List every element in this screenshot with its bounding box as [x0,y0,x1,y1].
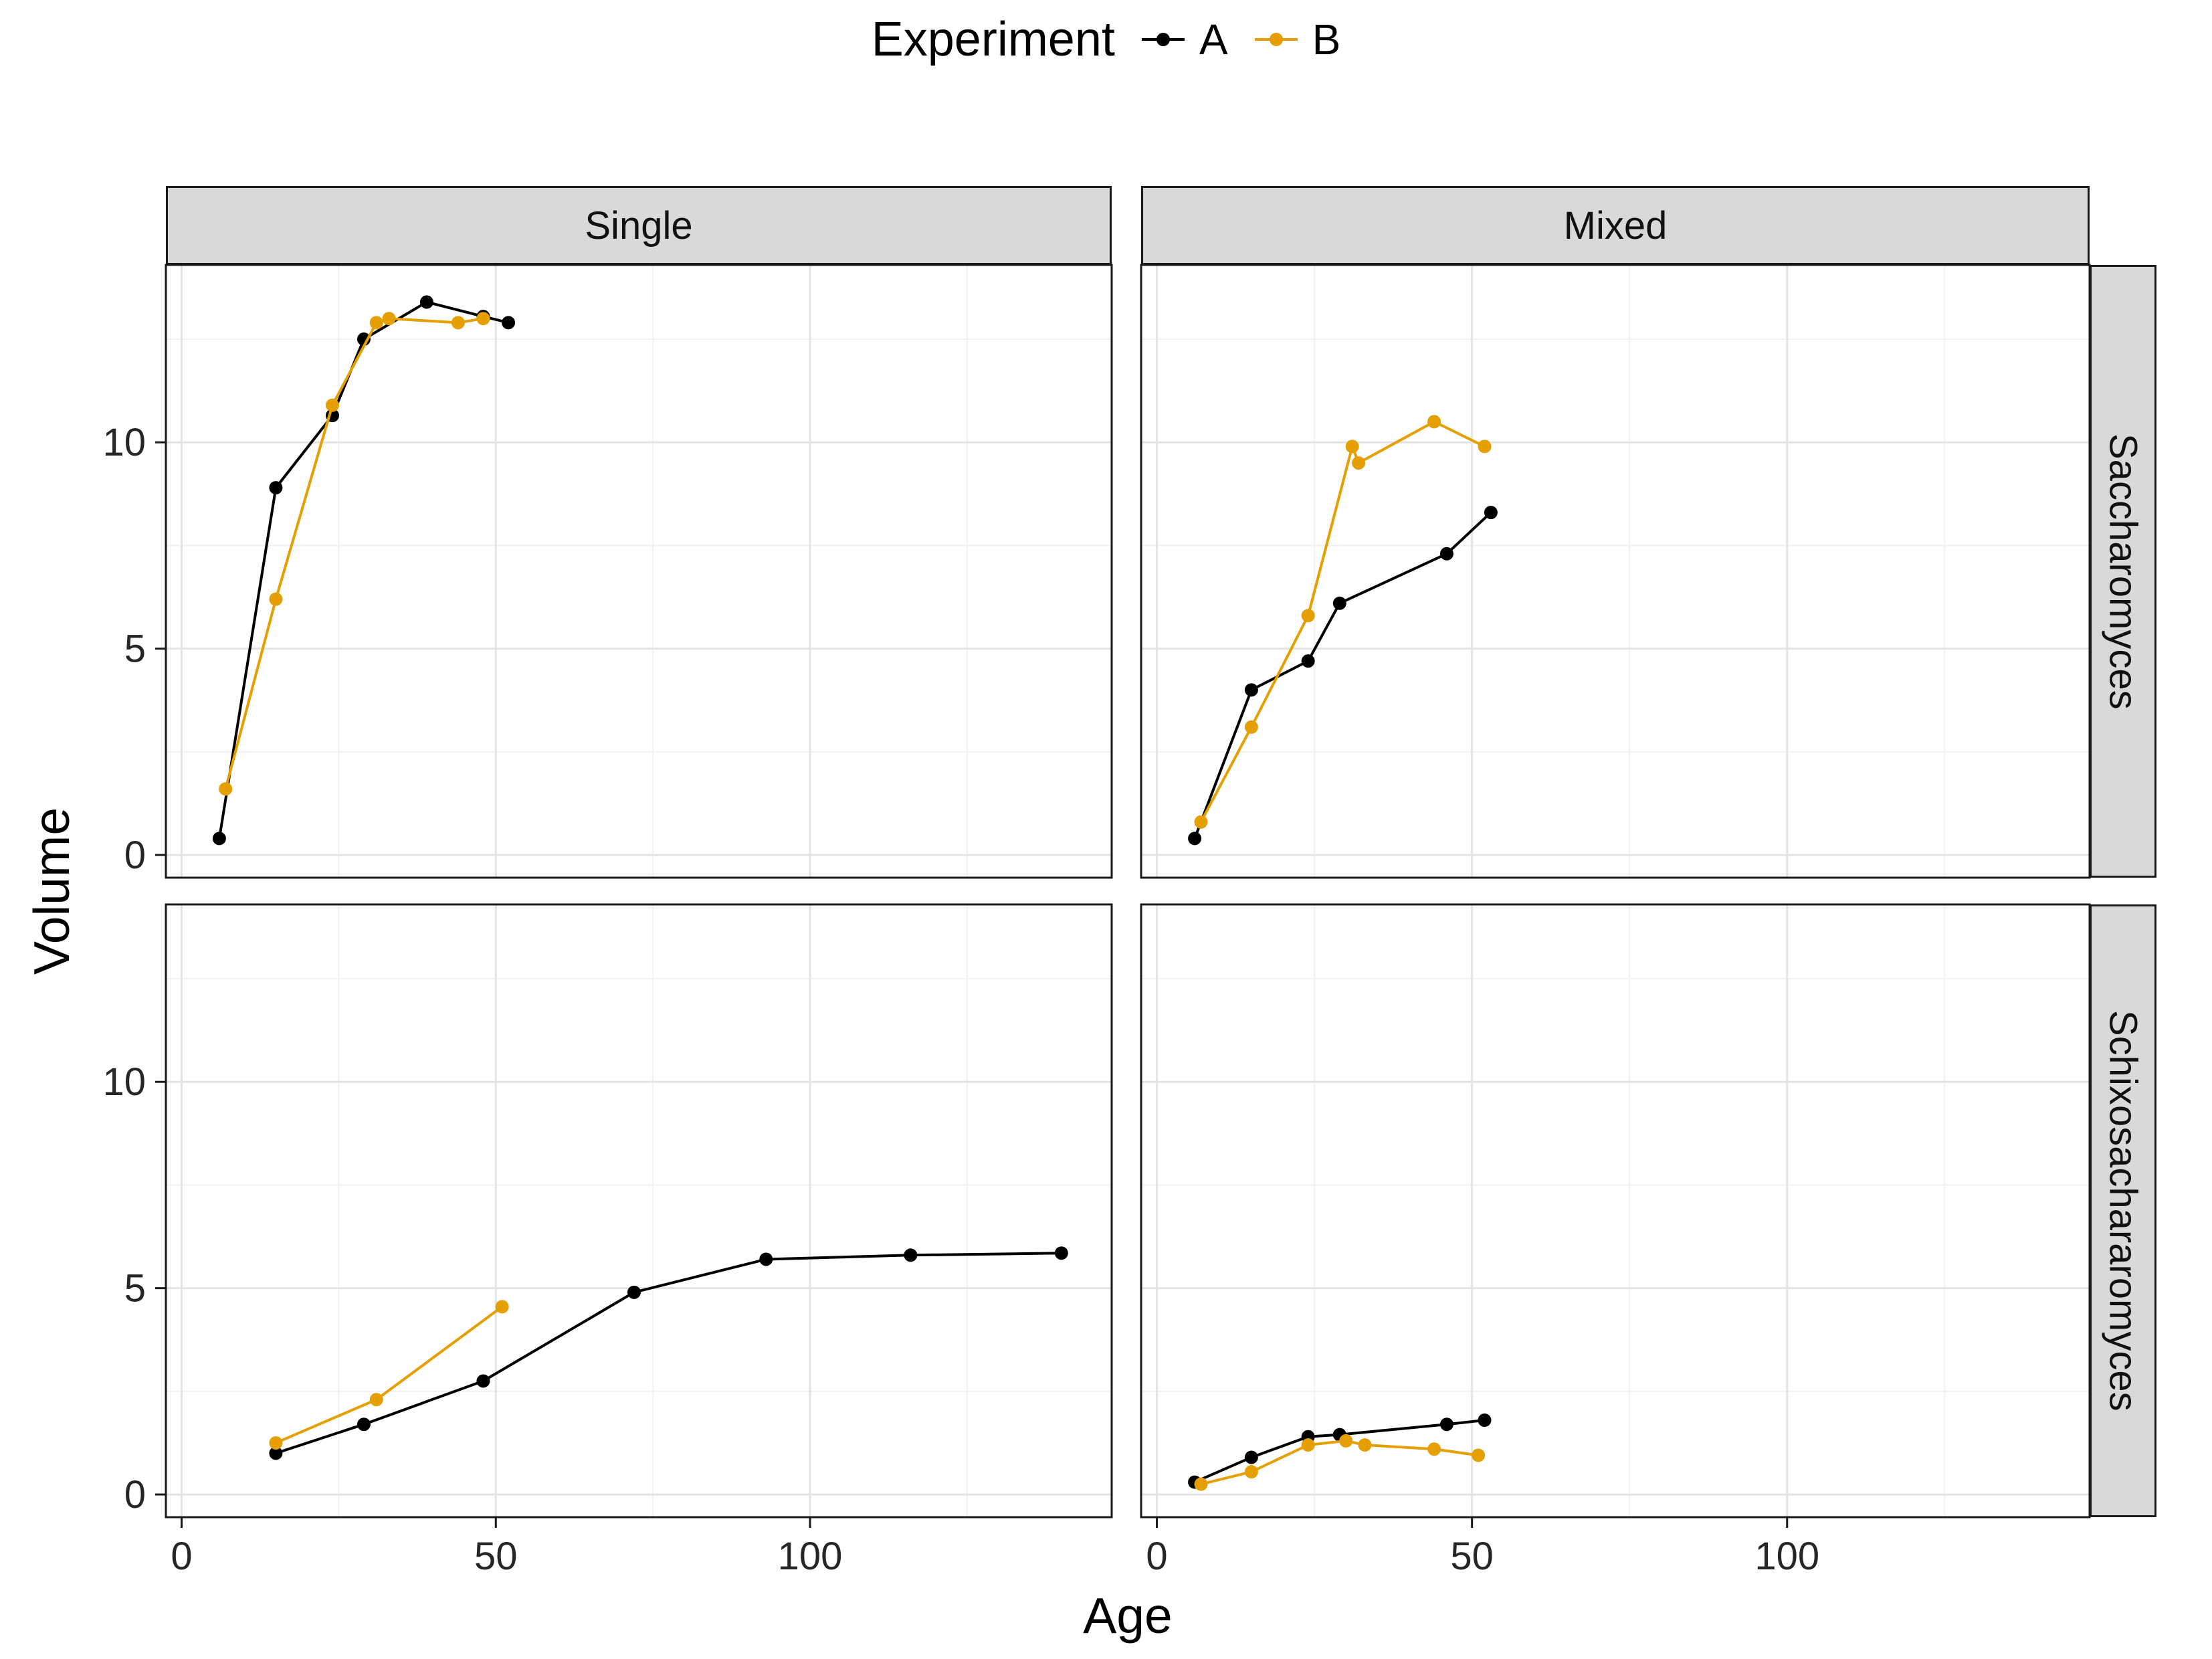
data-point-a [1244,683,1258,697]
panel-mixed-saccharomyces [1140,264,2091,879]
data-point-b [1194,815,1208,829]
facet-strip-schixosachararomyces: Schixosachararomyces [2090,904,2156,1517]
series-line-a [1193,511,1492,840]
data-point-b [269,1436,283,1450]
x-tick-label: 50 [1450,1535,1494,1578]
data-point-b [325,398,339,412]
data-point-b [1478,440,1492,454]
x-tick-label: 0 [171,1535,192,1578]
facet-strip-saccharomyces: Saccharomyces [2090,265,2156,878]
data-point-b [1427,415,1441,429]
panel-border [165,264,1113,879]
data-point-b [1301,609,1315,623]
y-tick-label: 0 [124,834,146,877]
data-point-b [476,312,490,326]
data-point-a [1478,1413,1492,1428]
data-point-a [1054,1246,1068,1260]
data-point-a [269,481,283,495]
data-point-a [904,1248,918,1262]
data-point-a [627,1285,641,1299]
data-point-b [369,1393,383,1407]
data-point-b [1358,1438,1372,1452]
facet-strip-mixed: Mixed [1141,186,2090,265]
data-point-a [502,316,516,330]
data-point-b [1352,456,1366,470]
data-point-a [1188,832,1202,846]
data-point-a [1439,547,1453,561]
data-point-b [1301,1438,1315,1452]
data-point-b [1472,1448,1486,1462]
data-point-b [382,312,396,326]
x-tick-label: 100 [1754,1535,1819,1578]
panel-single-schixosachararomyces [165,903,1113,1519]
data-point-a [476,1374,490,1388]
legend-key-b-icon [1254,33,1298,46]
x-axis-title: Age [1083,1587,1173,1644]
data-point-a [1244,1450,1258,1464]
panel-background [1141,265,2090,878]
data-point-b [495,1300,509,1314]
data-point-b [269,592,283,606]
legend-item-b: B [1252,15,1341,64]
panel-border [165,903,1113,1519]
data-point-b [1345,440,1359,454]
facet-strip-single: Single [166,186,1112,265]
data-point-b [1339,1434,1353,1448]
data-point-a [357,1418,371,1432]
data-point-b [1427,1442,1441,1456]
data-point-a [1484,506,1498,520]
data-point-b [451,316,465,330]
panel-background [1141,904,2090,1517]
data-point-b [1244,720,1258,734]
panel-single-saccharomyces [165,264,1113,879]
y-tick-label: 5 [124,1267,146,1310]
data-point-a [1301,654,1315,668]
y-tick-label: 5 [124,627,146,671]
data-point-a [269,1446,283,1460]
x-tick-label: 0 [1146,1535,1167,1578]
legend-title: Experiment [871,13,1115,66]
data-point-a [419,295,433,309]
panel-background [166,265,1112,878]
data-point-b [1244,1465,1258,1479]
y-axis-title: Volume [23,807,80,975]
panel-mixed-schixosachararomyces [1140,903,2091,1519]
data-point-a [759,1252,773,1266]
data-point-a [1439,1418,1453,1432]
legend-label-b: B [1312,15,1341,64]
y-tick-label: 0 [124,1473,146,1517]
legend: Experiment A B [0,12,2212,67]
panel-background [166,904,1112,1517]
legend-key-a-icon [1141,33,1185,46]
data-point-b [219,782,233,796]
data-point-a [212,832,226,846]
legend-item-a: A [1139,15,1228,64]
y-tick-label: 10 [102,1060,146,1104]
x-tick-label: 100 [778,1535,843,1578]
y-tick-label: 10 [102,421,146,464]
data-point-a [1332,596,1346,610]
legend-label-a: A [1199,15,1228,64]
data-point-b [1194,1477,1208,1491]
data-point-b [369,316,383,330]
x-tick-label: 50 [474,1535,518,1578]
